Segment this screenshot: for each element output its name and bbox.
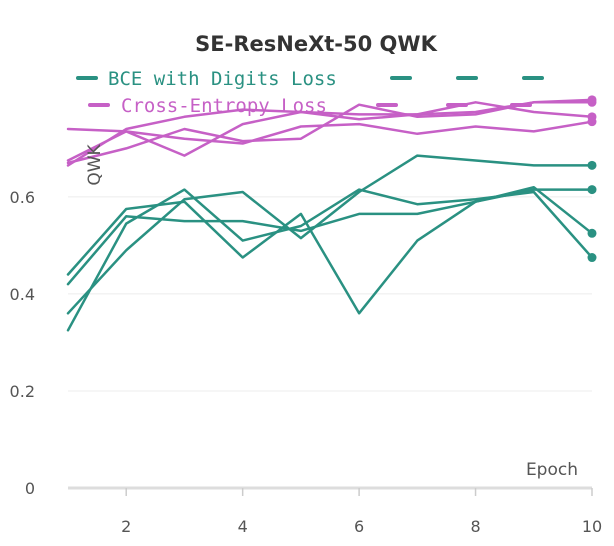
chart-title: SE-ResNeXt-50 QWK — [195, 32, 437, 56]
x-axis-label: Epoch — [526, 460, 578, 480]
x-tick-label: 2 — [121, 517, 131, 536]
y-tick-label: 0.4 — [10, 285, 35, 304]
series-line-ce-6 — [66, 98, 594, 165]
series-lines — [66, 98, 594, 332]
y-tick-label: 0.6 — [10, 188, 35, 207]
x-tick-label: 8 — [470, 517, 480, 536]
y-tick-label: 0.2 — [10, 382, 35, 401]
y-axis-label: QWK — [85, 143, 105, 185]
x-tick-label: 6 — [354, 517, 364, 536]
x-tick-label: 10 — [582, 517, 602, 536]
series-end-point — [587, 117, 597, 127]
y-tick-label: 0 — [25, 479, 35, 498]
series-line-ce-7 — [66, 120, 594, 145]
x-tick-label: 4 — [238, 517, 248, 536]
series-line-bce-3 — [66, 185, 594, 315]
gridlines: 0 0.2 0.4 0.6 — [10, 188, 592, 498]
series-line-bce-1 — [66, 154, 594, 315]
series-end-point — [587, 95, 597, 105]
series-end-points — [587, 95, 597, 263]
series-end-point — [587, 160, 597, 170]
series-line-bce-0 — [66, 188, 594, 286]
axes: 2 4 6 8 10 — [68, 486, 602, 536]
series-line-bce-2 — [66, 188, 594, 332]
legend-label: BCE with Digits Loss — [108, 68, 337, 90]
series-end-point — [587, 253, 597, 263]
series-end-point — [587, 185, 597, 195]
series-end-point — [587, 228, 597, 238]
